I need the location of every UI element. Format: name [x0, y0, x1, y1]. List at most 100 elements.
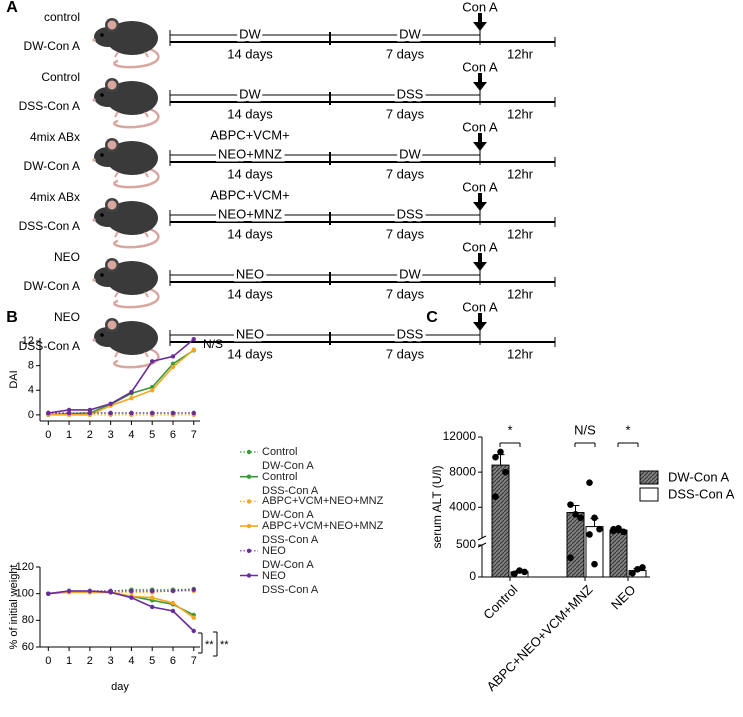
x-tick-label: 7	[191, 655, 197, 667]
data-point	[66, 410, 72, 416]
data-point	[492, 493, 499, 501]
phase1-label: NEO+MNZ	[218, 206, 282, 221]
x-tick-label: 2	[87, 655, 93, 667]
duration-label: 12hr	[507, 226, 534, 241]
data-point	[492, 453, 499, 461]
mouse-icon	[91, 196, 160, 249]
data-point	[170, 588, 176, 594]
x-tick-label: NEO	[608, 582, 639, 613]
phase1-label: NEO+MNZ	[218, 146, 282, 161]
phase1-label: DW	[239, 86, 261, 101]
bar	[566, 512, 585, 578]
legend-swatch	[639, 470, 659, 485]
data-point	[191, 615, 196, 620]
phase1-label: ABPC+VCM+	[210, 127, 289, 142]
x-tick-label: 0	[45, 655, 51, 667]
data-point	[610, 527, 617, 535]
group-label: 4mix ABx	[30, 190, 80, 204]
data-point	[46, 410, 51, 416]
mouse-icon	[91, 76, 160, 129]
y-tick-label: 8	[28, 360, 34, 372]
group-label: NEO	[54, 250, 80, 264]
x-tick-label: 5	[149, 655, 155, 667]
data-point	[170, 364, 176, 370]
data-point	[191, 628, 196, 634]
mouse-icon	[91, 16, 160, 69]
duration-label: 14 days	[227, 166, 273, 181]
duration-label: 7 days	[386, 226, 425, 241]
panel-label: B	[6, 309, 18, 326]
data-point	[191, 410, 196, 416]
injection-label: Con A	[462, 119, 498, 134]
condition-label: DW-Con A	[24, 39, 80, 53]
data-point	[129, 588, 134, 594]
data-point	[129, 396, 134, 401]
legend-label: Control DSS-Con A	[262, 470, 319, 497]
data-point	[615, 525, 622, 532]
y-tick-label: 80	[22, 614, 34, 626]
data-point	[567, 501, 574, 508]
data-point	[150, 410, 155, 416]
y-tick-label: 120	[16, 561, 34, 573]
duration-label: 14 days	[227, 226, 273, 241]
duration-label: 12hr	[507, 286, 534, 301]
legend-swatch	[639, 487, 659, 502]
data-point	[170, 361, 176, 367]
arrow-head	[473, 262, 487, 271]
y-tick-label: 8000	[449, 464, 476, 478]
injection-label: Con A	[462, 0, 498, 14]
panel-label: A	[6, 0, 18, 16]
injection-label: Con A	[462, 299, 498, 314]
data-point	[170, 600, 176, 606]
y-axis-label: serum ALT (U/l)	[430, 466, 444, 549]
data-point	[66, 407, 72, 413]
x-tick-label: 7	[191, 429, 197, 441]
data-point	[150, 604, 155, 610]
data-point	[577, 514, 584, 522]
data-point	[516, 567, 523, 574]
data-point	[567, 554, 574, 562]
duration-label: 7 days	[386, 166, 425, 181]
x-tick-label: 1	[66, 429, 72, 441]
data-point	[191, 347, 196, 352]
condition-label: DW-Con A	[24, 159, 80, 173]
data-point	[629, 569, 636, 577]
data-point	[596, 525, 603, 533]
data-point	[497, 448, 504, 456]
series-line	[48, 590, 195, 632]
data-point	[66, 588, 72, 594]
axis-break	[477, 535, 487, 541]
x-tick-label: 3	[108, 429, 114, 441]
data-point	[634, 566, 641, 573]
data-point	[502, 468, 509, 476]
injection-label: Con A	[462, 179, 498, 194]
data-point	[129, 389, 134, 395]
duration-label: 14 days	[227, 346, 273, 361]
data-point	[521, 568, 528, 576]
legend-marker	[246, 548, 252, 553]
phase2-label: DSS	[397, 206, 424, 221]
y-tick-label: 500	[456, 537, 476, 551]
phase1-label: NEO	[236, 266, 264, 281]
data-point	[591, 514, 598, 522]
duration-label: 12hr	[507, 106, 534, 121]
arrow-head	[473, 22, 487, 31]
data-point	[108, 410, 113, 416]
x-tick-label: 5	[149, 429, 155, 441]
duration-label: 7 days	[386, 346, 425, 361]
x-tick-label: 6	[170, 429, 176, 441]
duration-label: 12hr	[507, 166, 534, 181]
data-point	[150, 595, 155, 600]
series-line	[48, 338, 195, 414]
mouse-icon	[91, 316, 160, 369]
injection-label: Con A	[462, 59, 498, 74]
x-tick-label: 4	[128, 655, 134, 667]
x-tick-label: 1	[66, 655, 72, 667]
mouse-icon	[91, 256, 160, 309]
data-point	[87, 410, 93, 416]
annotation: *	[625, 422, 630, 437]
arrow-head	[473, 322, 487, 331]
data-point	[108, 401, 113, 406]
arrow-head	[473, 202, 487, 211]
data-point	[150, 588, 155, 594]
